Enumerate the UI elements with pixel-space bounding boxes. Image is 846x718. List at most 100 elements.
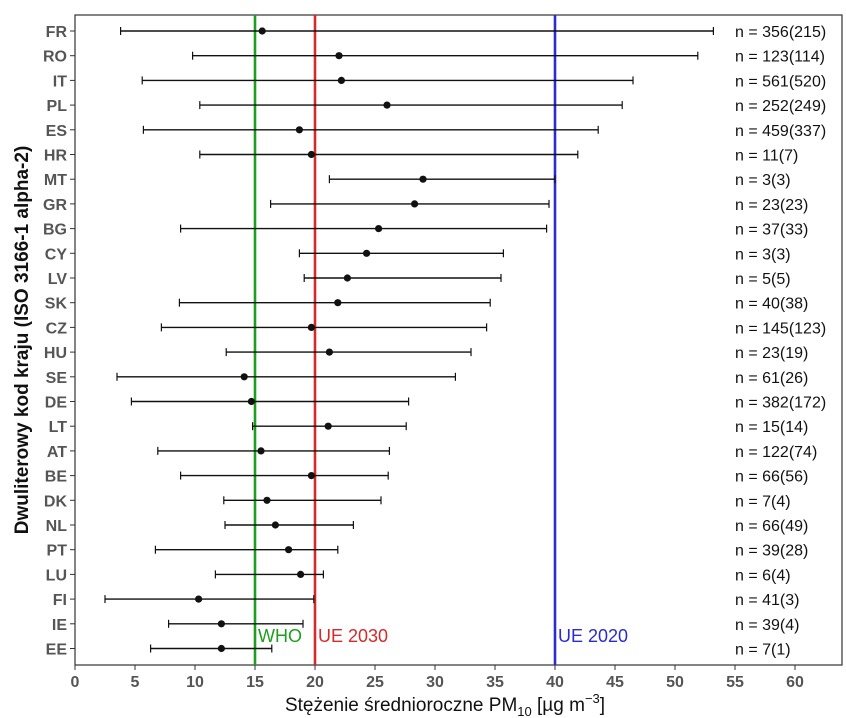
n-label-lv: n = 5(5) [735, 271, 791, 288]
mean-point-dk [263, 496, 271, 504]
x-axis-title-close: ] [600, 695, 605, 716]
x-tick-label-0: 0 [71, 674, 80, 691]
mean-point-bg [375, 225, 383, 233]
mean-point-se [240, 373, 248, 381]
mean-point-es [295, 126, 303, 134]
mean-point-at [257, 447, 265, 455]
n-label-pt: n = 39(28) [735, 543, 808, 560]
n-label-fr: n = 356(215) [735, 24, 826, 41]
x-tick-label-35: 35 [486, 674, 504, 691]
y-tick-label-fi: FI [53, 592, 67, 609]
mean-point-pl [383, 101, 391, 109]
mean-point-gr [411, 200, 419, 208]
n-label-ie: n = 39(4) [735, 617, 799, 634]
y-tick-label-es: ES [46, 123, 68, 140]
x-tick-label-50: 50 [666, 674, 684, 691]
x-tick-label-15: 15 [246, 674, 264, 691]
y-tick-label-bg: BG [43, 222, 67, 239]
x-tick-label-40: 40 [546, 674, 564, 691]
y-tick-label-cz: CZ [46, 320, 68, 337]
y-tick-label-hr: HR [44, 148, 68, 165]
x-axis-title-subscript: 10 [517, 704, 531, 718]
y-tick-label-ie: IE [52, 617, 67, 634]
y-tick-label-pt: PT [47, 543, 68, 560]
mean-point-fr [258, 27, 266, 35]
x-tick-label-10: 10 [186, 674, 204, 691]
mean-point-mt [419, 175, 427, 183]
n-label-it: n = 561(520) [735, 73, 826, 90]
y-tick-label-be: BE [45, 469, 68, 486]
n-label-se: n = 61(26) [735, 370, 808, 387]
n-label-cy: n = 3(3) [735, 246, 791, 263]
x-tick-label-45: 45 [606, 674, 624, 691]
n-label-gr: n = 23(23) [735, 197, 808, 214]
n-label-cz: n = 145(123) [735, 320, 826, 337]
mean-point-ro [335, 52, 343, 60]
x-axis-title: Stężenie średnioroczne PM10 [µg m−3] [285, 691, 605, 718]
n-label-mt: n = 3(3) [735, 172, 791, 189]
mean-point-nl [271, 521, 279, 529]
mean-point-lv [343, 274, 351, 282]
x-tick-label-20: 20 [306, 674, 324, 691]
mean-point-ie [217, 620, 225, 628]
mean-point-hr [307, 150, 315, 159]
y-tick-label-gr: GR [43, 197, 67, 214]
x-tick-label-25: 25 [366, 674, 384, 691]
x-axis-title-main: Stężenie średnioroczne PM [285, 695, 517, 716]
n-label-dk: n = 7(4) [735, 493, 791, 510]
ref-label-ue-2020: UE 2020 [558, 626, 628, 646]
y-tick-label-pl: PL [47, 98, 68, 115]
n-label-hu: n = 23(19) [735, 345, 808, 362]
x-tick-label-30: 30 [426, 674, 444, 691]
n-label-lu: n = 6(4) [735, 567, 791, 584]
n-label-at: n = 122(74) [735, 444, 817, 461]
n-label-bg: n = 37(33) [735, 222, 808, 239]
y-tick-label-fr: FR [46, 24, 68, 41]
n-label-de: n = 382(172) [735, 395, 826, 412]
x-tick-label-5: 5 [131, 674, 140, 691]
n-label-ee: n = 7(1) [735, 642, 791, 659]
y-tick-label-cy: CY [45, 246, 68, 263]
n-label-nl: n = 66(49) [735, 518, 808, 535]
x-tick-label-55: 55 [726, 674, 744, 691]
mean-point-be [307, 472, 315, 480]
x-tick-label-60: 60 [786, 674, 804, 691]
y-tick-label-hu: HU [44, 345, 67, 362]
y-tick-label-se: SE [46, 370, 68, 387]
y-tick-label-at: AT [47, 444, 67, 461]
x-axis-title-unit: [µg m [532, 695, 585, 716]
n-label-hr: n = 11(7) [735, 148, 798, 165]
mean-point-it [337, 76, 345, 84]
y-tick-label-ro: RO [43, 49, 67, 66]
mean-point-cy [363, 249, 371, 257]
mean-point-lu [297, 570, 305, 579]
y-tick-label-ee: EE [46, 642, 68, 659]
y-tick-label-dk: DK [44, 493, 68, 510]
y-tick-label-lu: LU [46, 567, 67, 584]
n-label-pl: n = 252(249) [735, 98, 826, 115]
y-tick-label-nl: NL [46, 518, 68, 535]
mean-point-fi [195, 595, 203, 603]
ref-label-who: WHO [258, 626, 302, 646]
mean-point-ee [217, 644, 225, 653]
n-label-fi: n = 41(3) [735, 592, 799, 609]
mean-point-de [247, 397, 255, 406]
y-tick-label-lt: LT [49, 419, 68, 436]
mean-point-cz [307, 323, 315, 331]
y-tick-label-mt: MT [44, 172, 67, 189]
y-tick-label-lv: LV [48, 271, 68, 288]
n-label-lt: n = 15(14) [735, 419, 808, 436]
y-tick-label-it: IT [53, 73, 67, 90]
mean-point-hu [325, 348, 333, 356]
mean-point-lt [324, 422, 332, 430]
mean-point-pt [285, 546, 293, 554]
n-label-sk: n = 40(38) [735, 296, 808, 313]
plot-frame [74, 14, 843, 666]
ref-label-ue-2030: UE 2030 [318, 626, 388, 646]
n-label-be: n = 66(56) [735, 469, 808, 486]
x-axis-title-superscript: −3 [585, 691, 600, 706]
n-label-es: n = 459(337) [735, 123, 826, 140]
y-axis-title: Dwuliterowy kod kraju (ISO 3166-1 alpha-… [12, 146, 33, 535]
n-label-ro: n = 123(114) [735, 49, 825, 66]
